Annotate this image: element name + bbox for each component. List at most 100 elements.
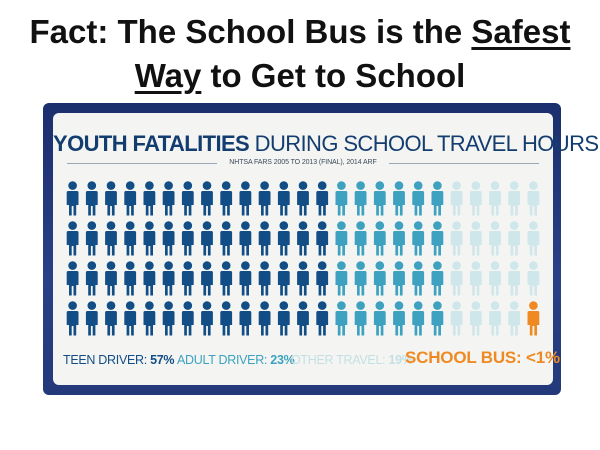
person-icon-teen — [258, 221, 271, 256]
person-icon-adult — [354, 301, 367, 336]
person-icon-teen — [201, 301, 213, 336]
person-icon-teen — [143, 301, 156, 336]
person-icon-teen — [181, 181, 194, 216]
person-icon-teen — [316, 261, 329, 296]
legend-teen-label: TEEN DRIVER: — [63, 353, 147, 367]
person-icon-other — [450, 301, 463, 336]
person-icon-other — [469, 221, 482, 256]
person-icon-other — [450, 221, 463, 256]
legend-teen-value: 57% — [150, 353, 175, 367]
person-icon-teen — [239, 301, 252, 336]
person-icon-teen — [85, 221, 98, 256]
person-icon-teen — [162, 221, 175, 256]
person-icon-bus — [527, 301, 540, 336]
person-icon-teen — [201, 261, 213, 296]
person-icon-adult — [354, 261, 367, 296]
person-icon-teen — [181, 301, 194, 336]
person-icon-teen — [181, 221, 194, 256]
person-icon-teen — [239, 261, 252, 296]
person-icon-teen — [143, 181, 156, 216]
person-icon-other — [450, 181, 463, 216]
person-icon-teen — [124, 261, 137, 296]
person-icon-teen — [239, 221, 252, 256]
person-icon-teen — [66, 181, 79, 216]
legend-teen: TEEN DRIVER: 57% — [63, 349, 175, 371]
person-icon-other — [469, 261, 482, 296]
person-icon-other — [527, 221, 540, 256]
person-icon-adult — [373, 221, 386, 256]
person-icon-other — [489, 181, 501, 216]
person-icon-teen — [220, 301, 233, 336]
source-rule-right — [389, 163, 539, 164]
person-icon-teen — [66, 301, 79, 336]
legend-other-label: OTHER TRAVEL: — [291, 353, 386, 367]
person-icon-teen — [162, 261, 175, 296]
person-icon-other — [469, 301, 482, 336]
person-icon-teen — [258, 301, 271, 336]
person-icon-teen — [105, 221, 117, 256]
person-icon-adult — [431, 181, 444, 216]
person-icon-teen — [258, 181, 271, 216]
person-icon-teen — [220, 181, 233, 216]
legend-adult: ADULT DRIVER: 23% — [177, 349, 295, 371]
person-icon-teen — [124, 221, 137, 256]
person-icon-adult — [431, 261, 444, 296]
person-icon-teen — [277, 301, 290, 336]
person-icon-teen — [124, 301, 137, 336]
person-icon-other — [508, 261, 521, 296]
person-icon-teen — [85, 301, 98, 336]
person-icon-teen — [162, 301, 175, 336]
person-icon-adult — [393, 181, 405, 216]
title-text-2: to Get to School — [201, 57, 466, 94]
people-pictograph — [66, 181, 540, 336]
person-icon-other — [450, 261, 463, 296]
title-line-2: Way to Get to School — [0, 54, 600, 98]
person-icon-adult — [412, 301, 425, 336]
person-icon-other — [527, 181, 540, 216]
person-icon-other — [489, 301, 501, 336]
legend-bus-value: <1% — [526, 348, 560, 367]
heading-bold: YOUTH FATALITIES — [53, 131, 250, 156]
person-icon-teen — [105, 301, 117, 336]
person-icon-adult — [335, 181, 348, 216]
person-icon-adult — [393, 301, 405, 336]
person-icon-teen — [201, 221, 213, 256]
person-icon-other — [489, 261, 501, 296]
person-icon-teen — [181, 261, 194, 296]
infographic-heading: YOUTH FATALITIES DURING SCHOOL TRAVEL HO… — [53, 131, 599, 157]
person-icon-teen — [297, 221, 309, 256]
person-icon-adult — [431, 221, 444, 256]
person-icon-adult — [354, 221, 367, 256]
infographic-card: YOUTH FATALITIES DURING SCHOOL TRAVEL HO… — [53, 113, 599, 385]
title-safest: Safest — [471, 13, 571, 50]
legend-other-value: 19% — [388, 353, 413, 367]
person-icon-adult — [412, 181, 425, 216]
person-icon-other — [508, 221, 521, 256]
person-icon-teen — [316, 301, 329, 336]
person-icon-teen — [277, 261, 290, 296]
legend-adult-value: 23% — [270, 353, 295, 367]
person-icon-adult — [412, 221, 425, 256]
legend-other: OTHER TRAVEL: 19% — [291, 349, 413, 371]
source-note: NHTSA FARS 2005 TO 2013 (FINAL), 2014 AR… — [225, 159, 381, 166]
legend-bus: SCHOOL BUS: <1% — [405, 347, 560, 369]
person-icon-adult — [431, 301, 444, 336]
person-icon-adult — [354, 181, 367, 216]
person-icon-other — [508, 301, 521, 336]
title-line-1: Fact: The School Bus is the Safest — [0, 10, 600, 54]
legend: TEEN DRIVER: 57% ADULT DRIVER: 23% OTHER… — [63, 348, 560, 371]
person-icon-adult — [335, 301, 348, 336]
source-rule-left — [67, 163, 217, 164]
person-icon-other — [508, 181, 521, 216]
person-icon-adult — [393, 261, 405, 296]
person-icon-teen — [105, 181, 117, 216]
person-icon-teen — [277, 221, 290, 256]
person-icon-teen — [297, 261, 309, 296]
legend-adult-label: ADULT DRIVER: — [177, 353, 268, 367]
person-icon-teen — [316, 181, 329, 216]
person-icon-teen — [143, 221, 156, 256]
person-icon-teen — [66, 221, 79, 256]
person-icon-teen — [143, 261, 156, 296]
person-icon-teen — [162, 181, 175, 216]
person-icon-adult — [412, 261, 425, 296]
